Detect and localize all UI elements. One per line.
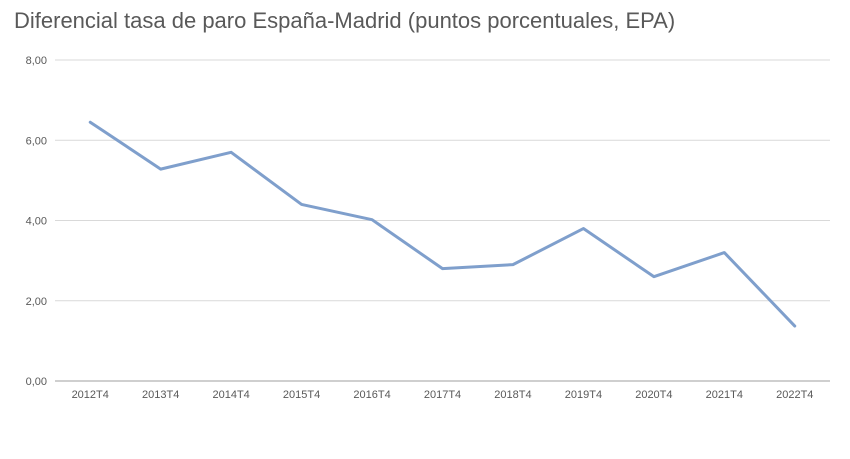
y-tick-label: 8,00 xyxy=(26,55,47,67)
y-tick-label: 4,00 xyxy=(26,216,47,228)
x-tick-label: 2018T4 xyxy=(494,389,531,401)
x-tick-label: 2015T4 xyxy=(283,389,320,401)
data-point xyxy=(89,121,91,123)
x-tick-label: 2016T4 xyxy=(353,389,390,401)
data-point xyxy=(723,251,725,253)
x-tick-label: 2017T4 xyxy=(424,389,461,401)
x-tick-label: 2020T4 xyxy=(635,389,672,401)
y-tick-label: 2,00 xyxy=(26,296,47,308)
data-point xyxy=(653,275,655,277)
y-tick-label: 6,00 xyxy=(26,135,47,147)
x-tick-label: 2021T4 xyxy=(706,389,743,401)
data-point xyxy=(441,267,443,269)
data-point xyxy=(371,218,373,220)
data-point xyxy=(300,203,302,205)
data-point xyxy=(512,263,514,265)
chart-title: Diferencial tasa de paro España-Madrid (… xyxy=(14,8,676,33)
data-point xyxy=(159,168,161,170)
y-tick-label: 0,00 xyxy=(26,376,47,388)
series-line xyxy=(88,120,797,328)
x-tick-label: 2014T4 xyxy=(212,389,249,401)
data-point xyxy=(794,325,796,327)
x-tick-label: 2022T4 xyxy=(776,389,813,401)
data-point xyxy=(582,227,584,229)
x-tick-label: 2013T4 xyxy=(142,389,179,401)
x-tick-label: 2019T4 xyxy=(565,389,602,401)
data-point xyxy=(230,151,232,153)
x-tick-label: 2012T4 xyxy=(72,389,109,401)
